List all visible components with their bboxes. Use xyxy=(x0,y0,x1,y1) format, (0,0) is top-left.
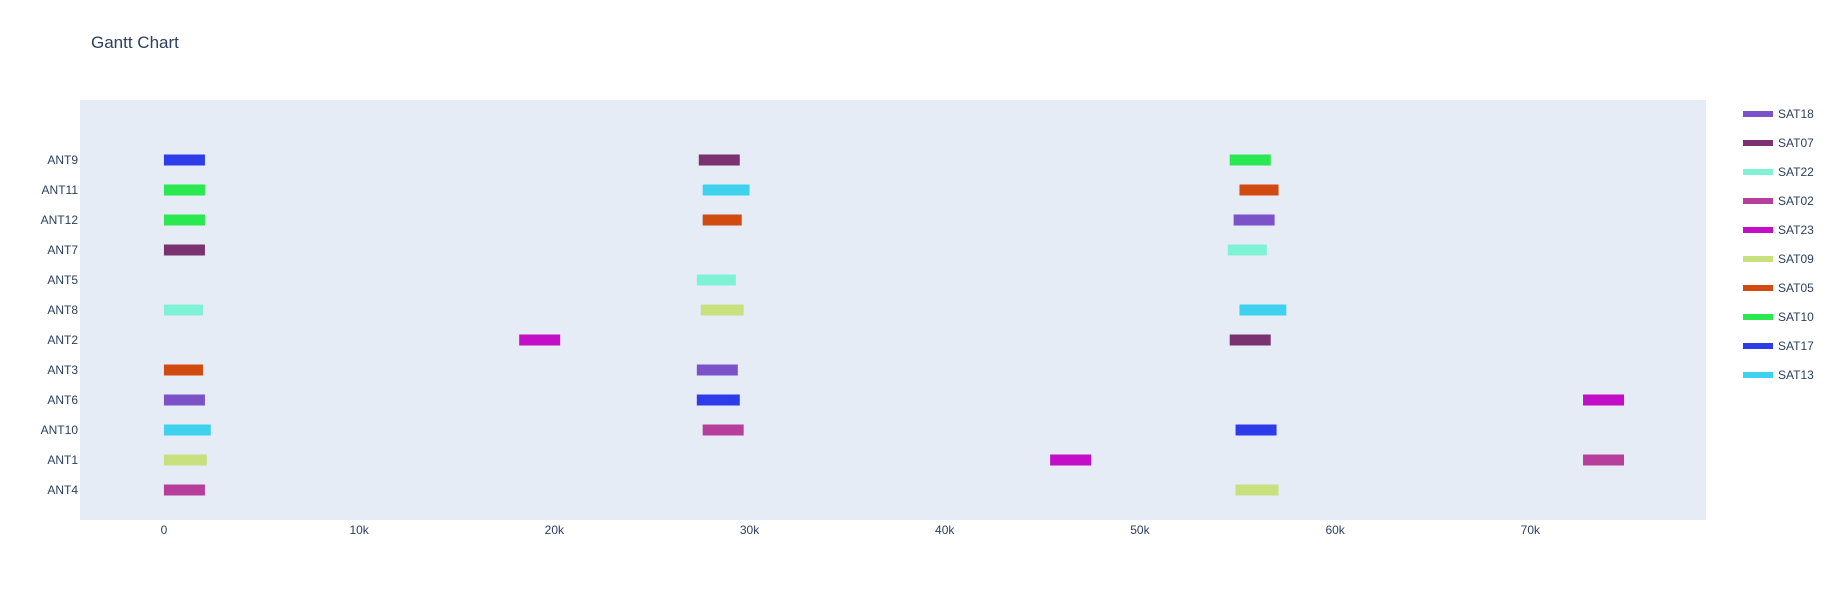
legend[interactable]: SAT18 SAT07 SAT22 SAT02 SAT23 SAT09 SAT05 SAT10… xyxy=(1743,107,1814,382)
bar-sat17-ant10[interactable] xyxy=(1235,424,1277,436)
bar-sat22-ant7[interactable] xyxy=(1227,244,1267,256)
y-tick-label-ant11: ANT11 xyxy=(42,183,79,197)
bar-sat07-ant2[interactable] xyxy=(1229,334,1271,346)
x-tick-label-20k: 20k xyxy=(545,523,565,537)
x-tick-label-60k: 60k xyxy=(1325,523,1345,537)
legend-swatch-sat10 xyxy=(1743,314,1773,320)
bar-sat09-ant1[interactable] xyxy=(163,454,207,466)
plot-area xyxy=(80,100,1706,520)
x-tick-label-50k: 50k xyxy=(1130,523,1150,537)
x-tick-label-40k: 40k xyxy=(935,523,955,537)
x-tick-label-70k: 70k xyxy=(1521,523,1541,537)
y-tick-label-ant3: ANT3 xyxy=(47,363,78,377)
y-tick-label-ant9: ANT9 xyxy=(47,153,78,167)
legend-item-sat10[interactable]: SAT10 xyxy=(1743,310,1814,324)
legend-swatch-sat09 xyxy=(1743,256,1773,262)
chart-title: Gantt Chart xyxy=(91,33,179,52)
bar-sat23-ant6[interactable] xyxy=(1583,394,1625,406)
y-tick-label-ant2: ANT2 xyxy=(47,333,78,347)
legend-swatch-sat23 xyxy=(1743,227,1773,233)
bar-sat02-ant1[interactable] xyxy=(1583,454,1625,466)
legend-label-sat10: SAT10 xyxy=(1778,310,1814,324)
legend-swatch-sat18 xyxy=(1743,111,1773,117)
legend-swatch-sat13 xyxy=(1743,372,1773,378)
bar-sat02-ant10[interactable] xyxy=(702,424,744,436)
legend-item-sat13[interactable]: SAT13 xyxy=(1743,368,1814,382)
legend-item-sat23[interactable]: SAT23 xyxy=(1743,223,1814,237)
legend-swatch-sat22 xyxy=(1743,169,1773,175)
legend-item-sat02[interactable]: SAT02 xyxy=(1743,194,1814,208)
bar-sat18-ant3[interactable] xyxy=(696,364,738,376)
legend-item-sat09[interactable]: SAT09 xyxy=(1743,252,1814,266)
y-tick-label-ant8: ANT8 xyxy=(47,303,78,317)
legend-label-sat22: SAT22 xyxy=(1778,165,1814,179)
bars-layer xyxy=(163,154,1625,496)
bar-sat18-ant12[interactable] xyxy=(1233,214,1275,226)
legend-label-sat05: SAT05 xyxy=(1778,281,1814,295)
legend-item-sat17[interactable]: SAT17 xyxy=(1743,339,1814,353)
bar-sat02-ant4[interactable] xyxy=(163,484,205,496)
x-tick-label-10k: 10k xyxy=(349,523,369,537)
bar-sat09-ant4[interactable] xyxy=(1235,484,1279,496)
y-tick-label-ant12: ANT12 xyxy=(41,213,79,227)
legend-swatch-sat05 xyxy=(1743,285,1773,291)
bar-sat13-ant10[interactable] xyxy=(163,424,211,436)
x-tick-label-0: 0 xyxy=(161,523,168,537)
bar-sat10-ant9[interactable] xyxy=(1229,154,1271,166)
bar-sat17-ant6[interactable] xyxy=(696,394,740,406)
y-tick-label-ant6: ANT6 xyxy=(47,393,78,407)
bar-sat22-ant5[interactable] xyxy=(696,274,736,286)
bar-sat10-ant12[interactable] xyxy=(163,214,205,226)
legend-label-sat09: SAT09 xyxy=(1778,252,1814,266)
legend-swatch-sat17 xyxy=(1743,343,1773,349)
bar-sat07-ant9[interactable] xyxy=(698,154,740,166)
legend-label-sat17: SAT17 xyxy=(1778,339,1814,353)
bar-sat22-ant8[interactable] xyxy=(163,304,203,316)
bar-sat13-ant8[interactable] xyxy=(1239,304,1287,316)
legend-item-sat18[interactable]: SAT18 xyxy=(1743,107,1814,121)
y-tick-label-ant10: ANT10 xyxy=(41,423,79,437)
y-tick-label-ant4: ANT4 xyxy=(47,483,78,497)
legend-label-sat18: SAT18 xyxy=(1778,107,1814,121)
legend-label-sat23: SAT23 xyxy=(1778,223,1814,237)
bar-sat09-ant8[interactable] xyxy=(700,304,744,316)
bar-sat07-ant7[interactable] xyxy=(163,244,205,256)
legend-label-sat02: SAT02 xyxy=(1778,194,1814,208)
legend-swatch-sat02 xyxy=(1743,198,1773,204)
bar-sat10-ant11[interactable] xyxy=(163,184,205,196)
bar-sat05-ant12[interactable] xyxy=(702,214,742,226)
legend-item-sat05[interactable]: SAT05 xyxy=(1743,281,1814,295)
legend-item-sat22[interactable]: SAT22 xyxy=(1743,165,1814,179)
y-tick-label-ant7: ANT7 xyxy=(47,243,78,257)
x-tick-label-30k: 30k xyxy=(740,523,760,537)
bar-sat05-ant3[interactable] xyxy=(163,364,203,376)
legend-label-sat13: SAT13 xyxy=(1778,368,1814,382)
bar-sat05-ant11[interactable] xyxy=(1239,184,1279,196)
legend-item-sat07[interactable]: SAT07 xyxy=(1743,136,1814,150)
bar-sat18-ant6[interactable] xyxy=(163,394,205,406)
bar-sat13-ant11[interactable] xyxy=(702,184,750,196)
y-tick-label-ant1: ANT1 xyxy=(47,453,78,467)
legend-swatch-sat07 xyxy=(1743,140,1773,146)
bar-sat17-ant9[interactable] xyxy=(163,154,205,166)
y-axis-tick-labels: ANT9 ANT11 ANT12 ANT7 ANT5 ANT8 ANT2 ANT3 ANT6 AN… xyxy=(41,153,79,497)
y-tick-label-ant5: ANT5 xyxy=(47,273,78,287)
bar-sat23-ant1[interactable] xyxy=(1050,454,1092,466)
legend-label-sat07: SAT07 xyxy=(1778,136,1814,150)
bar-sat23-ant2[interactable] xyxy=(519,334,561,346)
x-axis-tick-labels: 0 10k 20k 30k 40k 50k 60k 70k xyxy=(161,523,1541,537)
